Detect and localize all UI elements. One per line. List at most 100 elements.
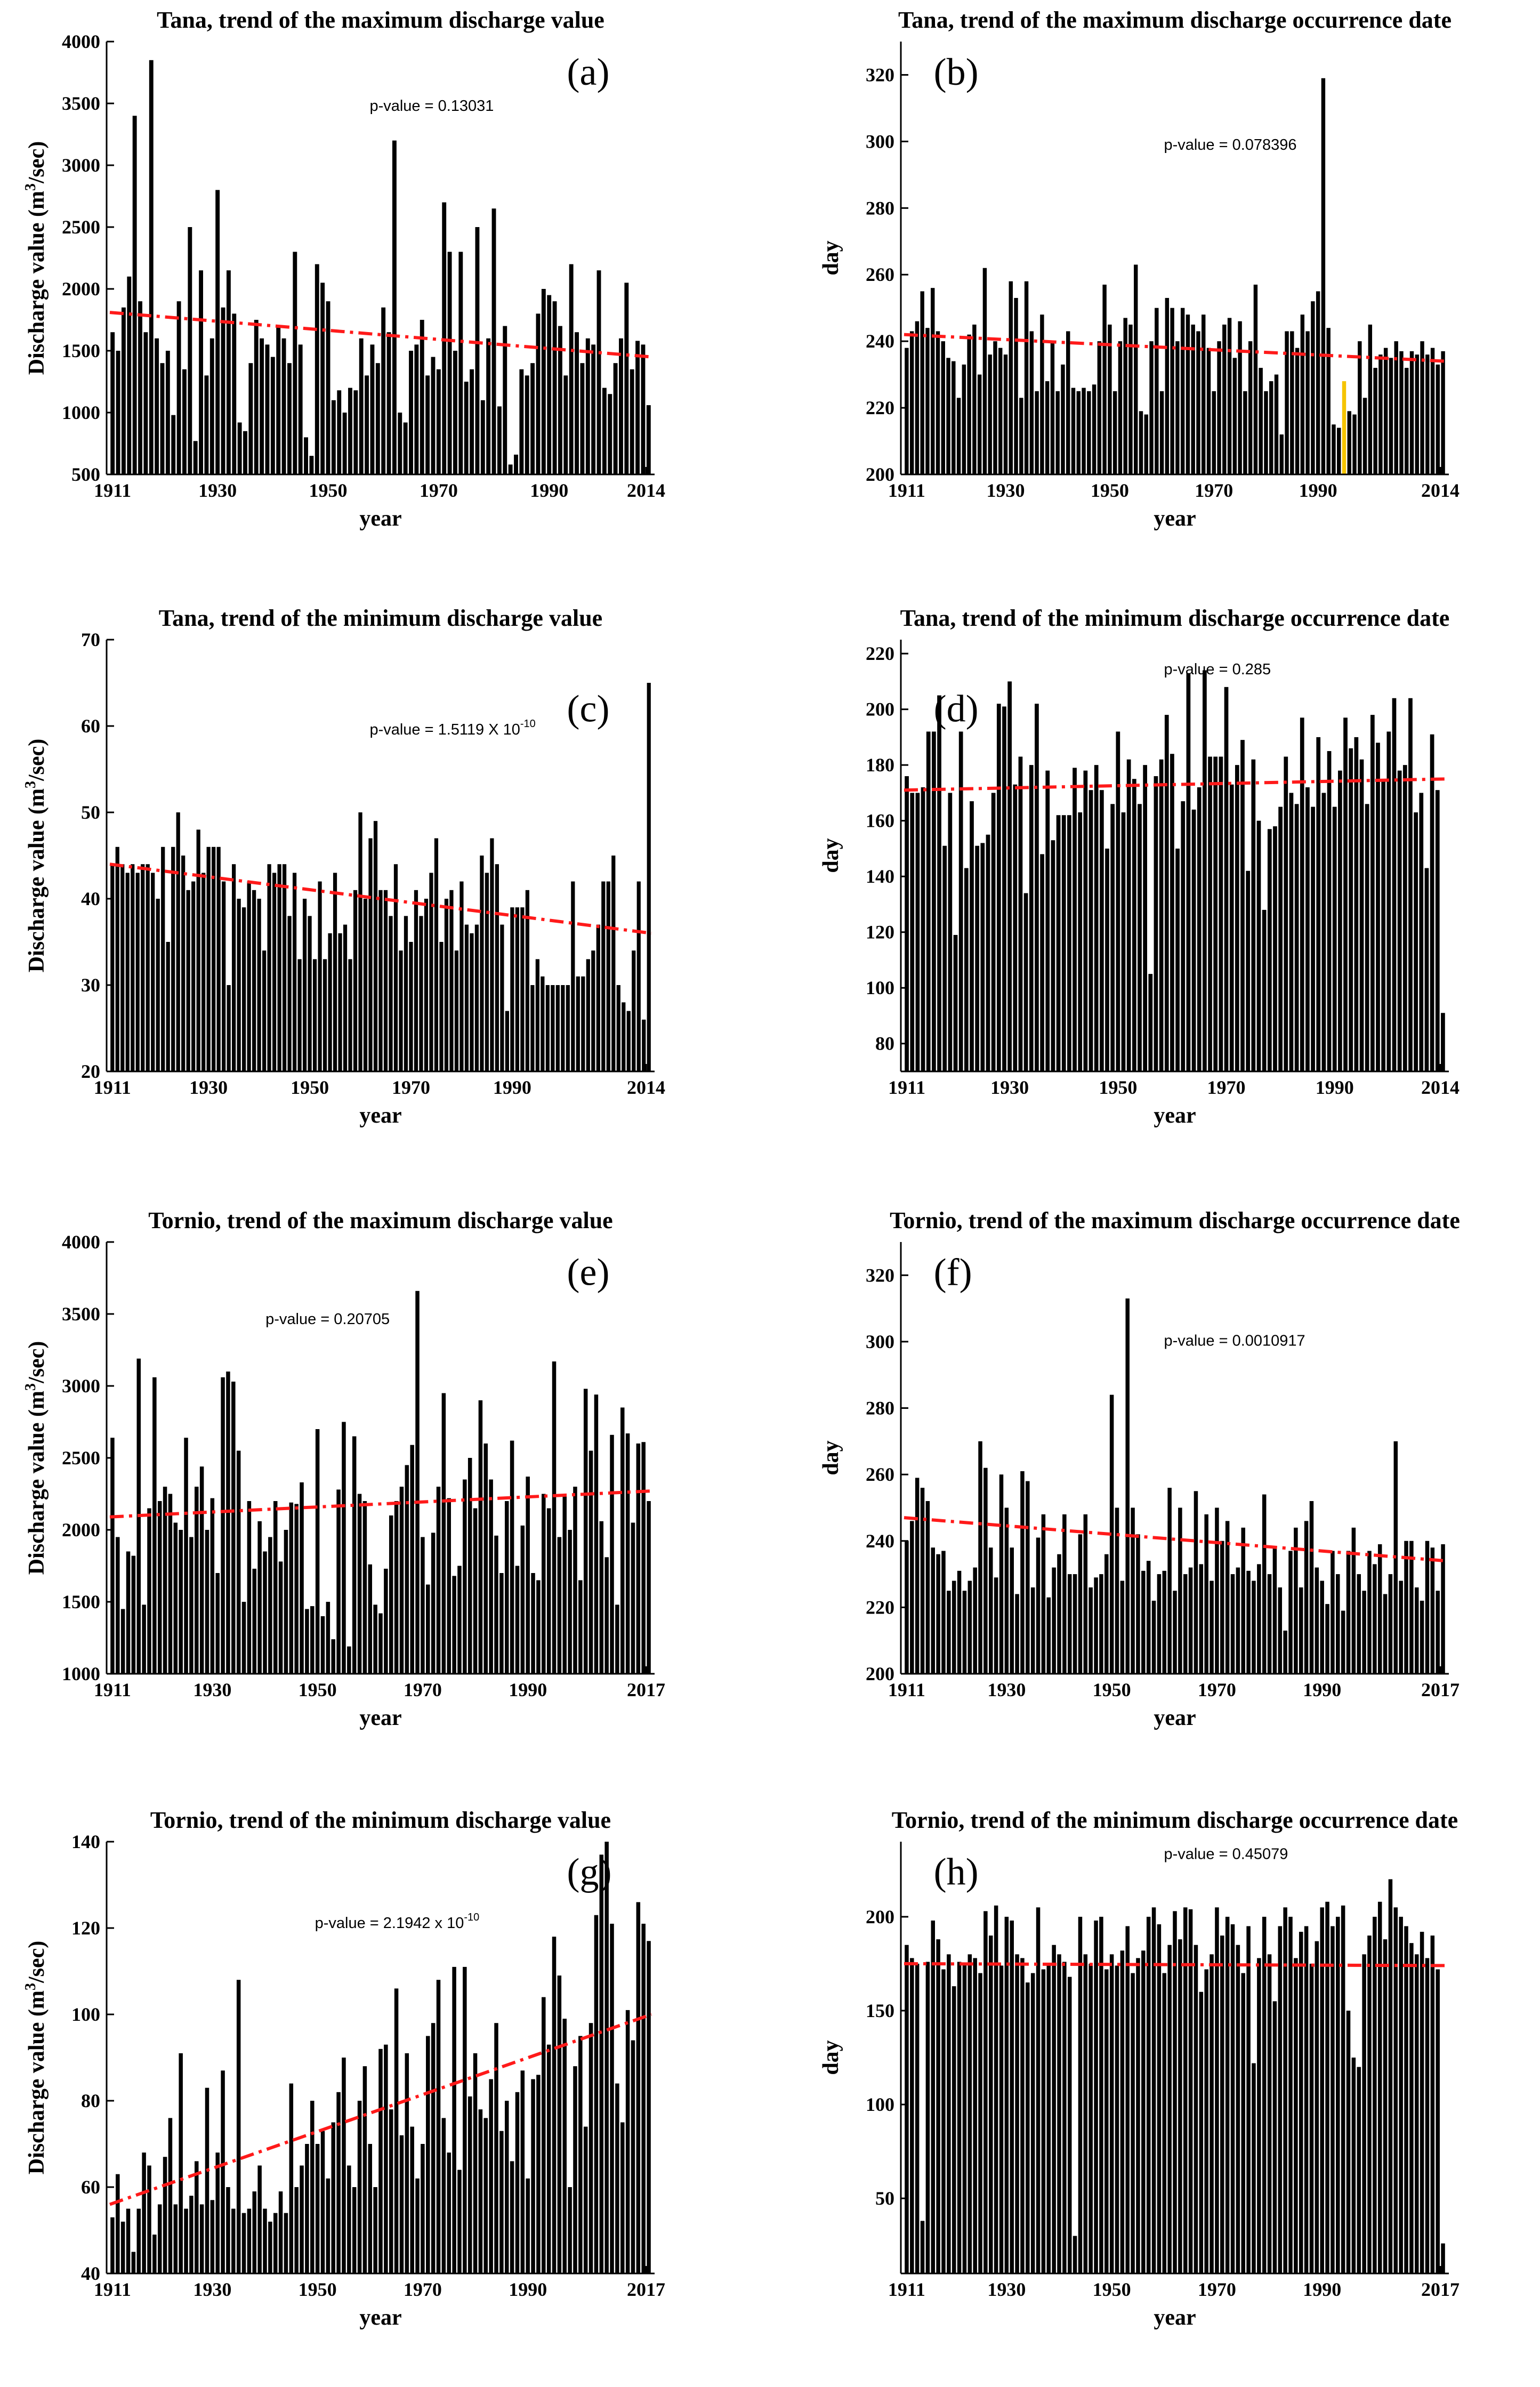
bar-a-1914 (127, 276, 132, 474)
bar-d-1965 (1197, 787, 1202, 1071)
bar-d-1998 (1376, 743, 1380, 1071)
bar-f-1933 (1020, 1471, 1025, 1674)
bar-b-1998 (1358, 341, 1362, 474)
bar-d-1937 (1045, 770, 1050, 1071)
bar-f-2010 (1425, 1541, 1430, 1674)
y-tick-label-b: 200 (866, 464, 894, 485)
bar-e-2013 (647, 1501, 651, 1674)
p-value-exponent: -10 (520, 718, 536, 730)
trend-line-h (904, 1962, 1446, 1967)
bar-e-1968 (410, 1445, 414, 1674)
bar-g-1941 (268, 2221, 272, 2273)
bar-g-1971 (426, 2036, 430, 2273)
bar-a-1989 (541, 289, 546, 474)
panel-label-e: (e) (567, 1251, 610, 1294)
bar-e-1995 (552, 1361, 557, 1674)
bar-b-1991 (1321, 78, 1326, 474)
bar-g-2012 (641, 1923, 646, 2273)
bar-c-2017 (647, 683, 651, 1071)
bar-g-1952 (326, 2178, 330, 2273)
bar-g-1955 (342, 2058, 346, 2273)
bar-h-1968 (1204, 1969, 1208, 2273)
bar-f-1947 (1094, 1577, 1098, 1674)
bar-b-1964 (1180, 308, 1185, 474)
bar-e-1990 (526, 1477, 530, 1674)
bar-a-1980 (491, 208, 496, 474)
bar-a-1949 (320, 283, 325, 474)
y-tick-label-d: 220 (866, 643, 894, 664)
bar-a-1952 (337, 390, 342, 474)
bar-g-1961 (373, 2187, 377, 2273)
bar-h-1978 (1257, 1958, 1261, 2273)
bar-d-1912 (910, 793, 915, 1071)
y-tick-label-a: 4000 (62, 31, 100, 52)
p-value-exponent: -10 (464, 1912, 479, 1923)
bar-b-1993 (1332, 424, 1336, 474)
bar-f-2003 (1388, 1574, 1393, 1674)
bar-e-2009 (625, 1433, 630, 1674)
y-tick-label-f: 320 (866, 1264, 894, 1286)
bar-f-1958 (1151, 1600, 1156, 1674)
y-tick-label-c: 20 (81, 1061, 100, 1082)
bar-b-1955 (1134, 264, 1138, 474)
bar-e-1956 (347, 1646, 351, 1674)
bar-g-1937 (247, 2208, 252, 2273)
bar-e-1953 (331, 1639, 335, 1674)
bar-g-1962 (378, 2049, 383, 2273)
bar-b-1976 (1243, 391, 1247, 474)
bar-a-1988 (536, 313, 541, 474)
bar-c-1937 (242, 907, 246, 1071)
bar-e-2007 (615, 1604, 619, 1674)
bar-d-1971 (1229, 784, 1234, 1071)
x-axis-label-e: year (359, 1706, 401, 1730)
bar-e-1989 (520, 1525, 525, 1674)
bar-e-1971 (426, 1584, 430, 1674)
bar-f-1987 (1304, 1521, 1309, 1674)
panel-label-h: (h) (934, 1851, 979, 1893)
bar-b-1935 (1029, 331, 1034, 474)
chart-title-a: Tana, trend of the maximum discharge val… (157, 7, 604, 33)
bar-h-1944 (1078, 1916, 1083, 2273)
bar-f-1996 (1351, 1527, 1356, 1674)
p-value-text: p-value = 0.20705 (265, 1311, 390, 1328)
y-tick-label-f: 240 (866, 1530, 894, 1552)
bar-d-2010 (1441, 1013, 1445, 1071)
bar-d-1926 (986, 834, 990, 1071)
bar-g-1973 (436, 1980, 441, 2273)
bar-d-1935 (1035, 704, 1039, 1071)
bar-d-1994 (1354, 737, 1359, 1071)
bar-a-1939 (265, 344, 270, 474)
bar-b-1962 (1170, 308, 1174, 474)
bar-c-1945 (282, 864, 287, 1071)
bar-c-1976 (439, 942, 444, 1071)
bar-a-1982 (503, 326, 507, 474)
chart-title-e: Tornio, trend of the maximum discharge v… (148, 1207, 612, 1233)
bar-e-1941 (268, 1537, 272, 1674)
bar-h-1939 (1052, 1945, 1056, 2273)
bar-a-1998 (591, 344, 596, 474)
bar-g-1999 (573, 2066, 577, 2273)
bar-b-1939 (1050, 341, 1055, 474)
bar-c-1952 (318, 881, 322, 1071)
trend-line-b (904, 333, 1446, 363)
bar-c-1911 (110, 864, 115, 1071)
bar-h-1980 (1267, 1954, 1272, 2273)
bar-c-1936 (237, 899, 241, 1071)
bar-c-1934 (227, 985, 231, 1071)
bar-e-1945 (289, 1502, 294, 1674)
bar-d-1927 (991, 793, 996, 1071)
bar-d-1995 (1359, 759, 1364, 1071)
bar-f-2000 (1373, 1564, 1377, 1674)
bar-g-1995 (552, 1937, 557, 2273)
bar-b-2009 (1415, 354, 1419, 474)
bar-h-2009 (1420, 1932, 1424, 2273)
bar-d-2001 (1392, 698, 1397, 1071)
y-tick-label-b: 240 (866, 330, 894, 352)
bar-c-1999 (555, 985, 560, 1071)
bar-g-1994 (546, 2044, 551, 2273)
bar-e-1983 (489, 1479, 493, 1674)
bar-d-1949 (1110, 804, 1115, 1071)
bar-h-1979 (1262, 1916, 1267, 2273)
bar-a-1920 (160, 363, 165, 474)
bar-f-1974 (1236, 1567, 1240, 1674)
